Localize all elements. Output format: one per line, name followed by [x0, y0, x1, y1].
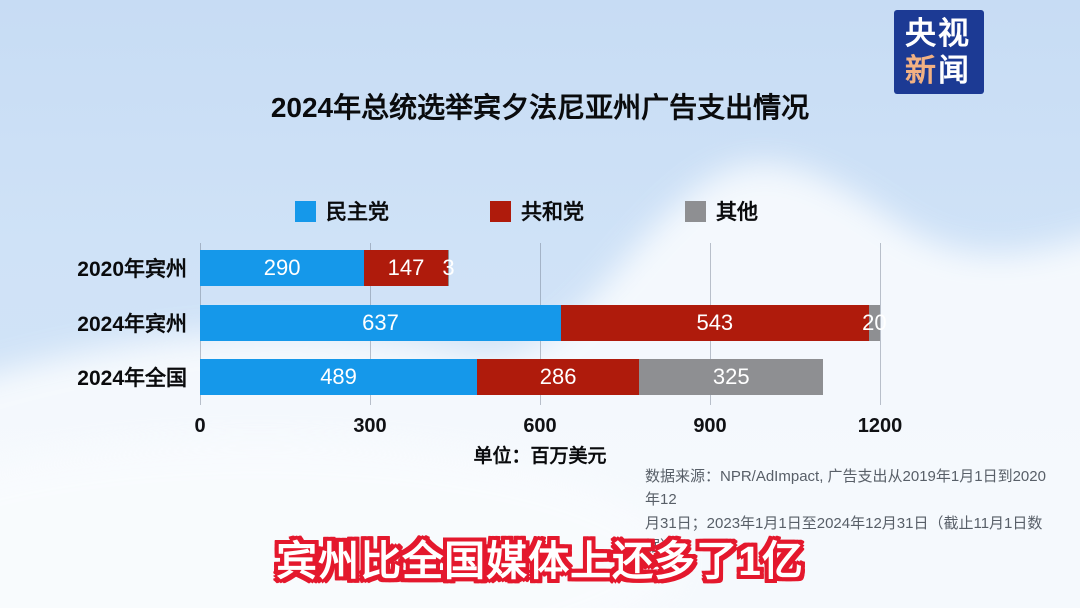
chart-title: 2024年总统选举宾夕法尼亚州广告支出情况 [270, 92, 810, 123]
legend-item-民主党: 民主党 [295, 196, 389, 226]
headline-caption: 宾州比全国媒体上还多了1亿 [276, 538, 804, 584]
legend-swatch-icon [685, 200, 706, 222]
legend-swatch-icon [490, 200, 511, 222]
bar-value-label: 637 [362, 310, 399, 335]
bar-value-label: 20 [862, 310, 887, 335]
bar-value-label: 286 [539, 364, 577, 389]
legend-item-其他: 其他 [685, 196, 758, 226]
logo-row2: 新闻 [905, 53, 971, 88]
data-source-note: 数据来源：NPR/AdImpact, 广告支出从2019年1月1日到2020年1… [645, 465, 1057, 558]
cctv-news-logo: 央视 新闻 [894, 10, 984, 94]
x-tick-label: 1200 [857, 415, 903, 437]
bar-value-label: 3 [442, 255, 455, 280]
logo-row1: 央视 [905, 16, 971, 51]
bar-row: 2020年宾州 290 147 3 [77, 250, 880, 286]
legend-swatch-icon [295, 200, 316, 222]
bar-value-label: 489 [320, 364, 357, 389]
bar-value-label: 543 [696, 310, 734, 335]
legend-label: 共和党 [521, 201, 584, 224]
bar-row: 2024年全国 489 286 325 [77, 359, 880, 395]
grid-line [880, 243, 881, 405]
source-line-2: 月31日；2023年1月1日至2024年12月31日（截止11月1日数据） [645, 514, 1043, 555]
unit-label: 单位：百万美元 [473, 446, 607, 467]
logo-accent-char: 新 [905, 53, 938, 88]
category-label: 2024年全国 [77, 367, 187, 390]
bar-value-label: 325 [712, 364, 750, 389]
category-label: 2020年宾州 [77, 258, 187, 281]
x-tick-label: 300 [353, 415, 387, 437]
legend-label: 民主党 [326, 201, 389, 224]
source-line-1: 数据来源：NPR/AdImpact, 广告支出从2019年1月1日到2020年1… [645, 468, 1046, 509]
bar-value-label: 147 [387, 255, 425, 280]
bar-value-label: 290 [263, 255, 301, 280]
legend-item-共和党: 共和党 [490, 196, 584, 226]
stacked-bar-chart: 0 300 600 900 1200 2020年宾州 290 147 3 2024年宾州 637 54… [77, 243, 902, 437]
legend-label: 其他 [716, 201, 758, 224]
bar-row: 2024年宾州 637 543 20 [77, 305, 887, 341]
x-tick-label: 600 [523, 415, 557, 437]
x-tick-label: 0 [194, 415, 206, 437]
x-tick-label: 900 [693, 415, 727, 437]
chart-legend: 民主党 共和党 其他 [295, 196, 758, 226]
category-label: 2024年宾州 [77, 313, 187, 336]
